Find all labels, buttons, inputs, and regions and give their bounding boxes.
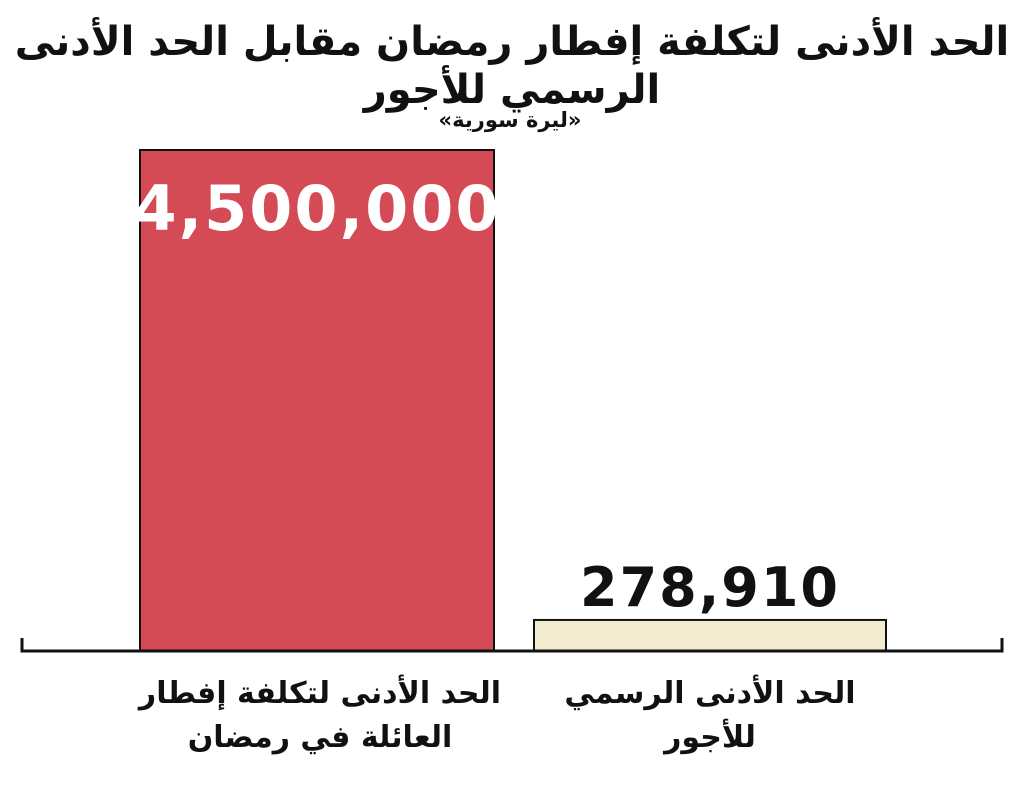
bar-iftar-cost — [139, 149, 495, 652]
chart-title: الحد الأدنى لتكلفة إفطار رمضان مقابل الح… — [14, 19, 1010, 113]
category-label-minimum-wage: الحد الأدنى الرسمي للأجور — [564, 676, 856, 755]
category-label-iftar-cost: الحد الأدنى لتكلفة إفطار العائلة في رمضا… — [138, 676, 502, 755]
data-label-iftar-cost: 4,500,000 — [133, 172, 500, 245]
chart-subtitle: «ليرة سورية» — [438, 108, 582, 132]
bar-minimum-wage — [533, 618, 887, 652]
x-axis-baseline — [20, 638, 1004, 653]
data-label-minimum-wage: 278,910 — [580, 556, 840, 619]
